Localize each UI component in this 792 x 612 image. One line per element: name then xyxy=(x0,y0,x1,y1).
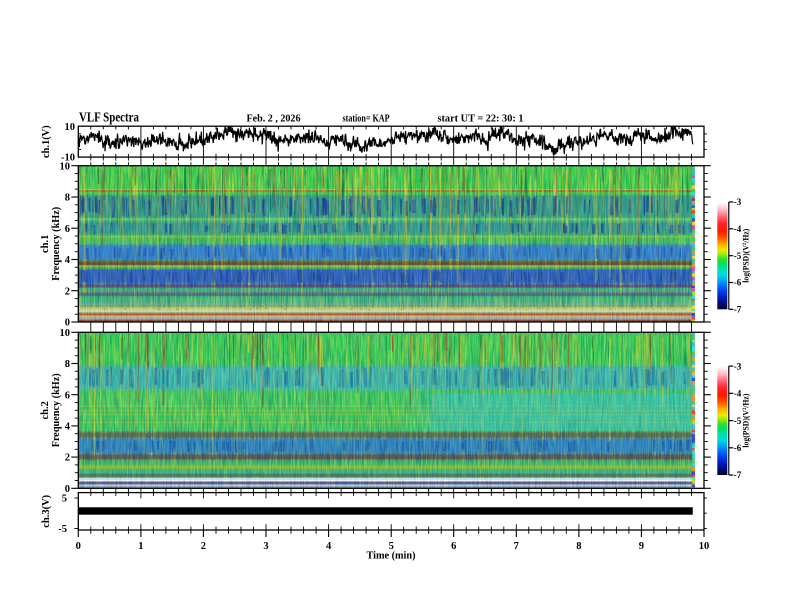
svg-text:2: 2 xyxy=(65,286,70,297)
svg-text:-4: -4 xyxy=(734,224,742,234)
svg-text:ch.1: ch.1 xyxy=(40,235,51,253)
svg-text:4: 4 xyxy=(65,422,71,433)
svg-text:3: 3 xyxy=(263,541,268,552)
svg-text:-5: -5 xyxy=(734,251,742,261)
svg-text:Time (min): Time (min) xyxy=(367,550,416,562)
svg-text:9: 9 xyxy=(639,541,644,552)
svg-text:Frequency (kHz): Frequency (kHz) xyxy=(51,206,62,280)
svg-text:5: 5 xyxy=(389,541,394,552)
svg-text:8: 8 xyxy=(576,541,581,552)
svg-text:log(PSD)(V²/Hz): log(PSD)(V²/Hz) xyxy=(741,393,751,447)
svg-text:10: 10 xyxy=(65,122,76,133)
svg-text:6: 6 xyxy=(65,390,70,401)
svg-text:-3: -3 xyxy=(734,361,742,371)
svg-text:-6: -6 xyxy=(734,278,742,288)
svg-text:1: 1 xyxy=(138,541,143,552)
svg-text:5: 5 xyxy=(62,494,67,505)
svg-text:-3: -3 xyxy=(734,197,742,207)
svg-text:-7: -7 xyxy=(734,470,742,480)
svg-text:start UT = 22: 30: 1: start UT = 22: 30: 1 xyxy=(438,114,524,125)
svg-text:0: 0 xyxy=(65,484,70,495)
svg-text:10: 10 xyxy=(699,541,710,552)
svg-text:10: 10 xyxy=(60,328,71,339)
svg-text:ch.3(V): ch.3(V) xyxy=(41,494,52,527)
svg-text:8: 8 xyxy=(65,193,70,204)
svg-text:-6: -6 xyxy=(734,443,742,453)
svg-text:ch.2: ch.2 xyxy=(40,401,51,419)
svg-text:2: 2 xyxy=(201,541,206,552)
svg-text:VLF Spectra: VLF Spectra xyxy=(79,110,139,125)
svg-text:-4: -4 xyxy=(734,389,742,399)
svg-text:7: 7 xyxy=(514,541,519,552)
svg-text:-10: -10 xyxy=(61,153,75,164)
svg-text:0: 0 xyxy=(65,318,70,329)
svg-text:ch.1(V): ch.1(V) xyxy=(41,125,52,158)
svg-text:10: 10 xyxy=(60,161,71,172)
svg-text:4: 4 xyxy=(65,255,71,266)
svg-text:station= KAP: station= KAP xyxy=(343,114,390,125)
svg-text:6: 6 xyxy=(451,541,456,552)
svg-text:2: 2 xyxy=(65,453,70,464)
svg-text:Feb. 2 , 2026: Feb. 2 , 2026 xyxy=(247,114,301,125)
svg-text:log(PSD)(V²/Hz): log(PSD)(V²/Hz) xyxy=(741,229,751,283)
svg-text:8: 8 xyxy=(65,359,70,370)
svg-text:6: 6 xyxy=(65,224,70,235)
svg-text:0: 0 xyxy=(76,541,81,552)
svg-text:4: 4 xyxy=(326,541,332,552)
svg-text:-5: -5 xyxy=(734,416,742,426)
svg-text:-5: -5 xyxy=(58,524,67,535)
svg-text:Frequency (kHz): Frequency (kHz) xyxy=(51,373,62,447)
svg-text:-7: -7 xyxy=(734,305,742,315)
